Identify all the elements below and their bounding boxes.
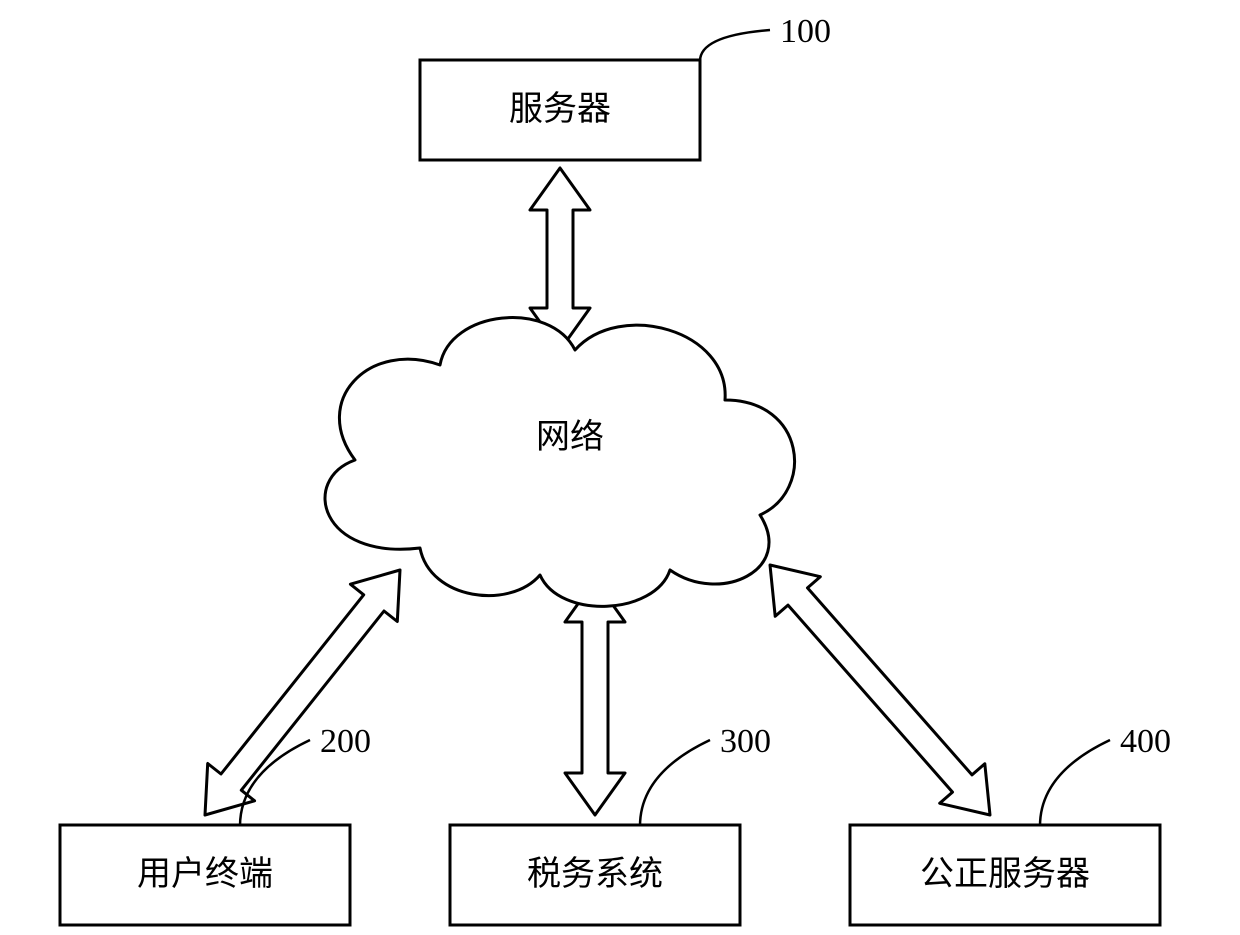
diagram-canvas: 网络 服务器 100 用户终端 200 税务系统 300 公正服务器 400: [0, 0, 1240, 935]
fair_server-leader: [1040, 740, 1110, 826]
tax_system-ref: 300: [720, 723, 771, 760]
user_terminal-label: 用户终端: [137, 855, 273, 893]
server-label: 服务器: [509, 90, 611, 128]
cloud-label: 网络: [536, 418, 604, 456]
fair_server-ref: 400: [1120, 723, 1171, 760]
edge-tax_system-cloud: [565, 580, 625, 815]
tax_system-label: 税务系统: [527, 855, 663, 893]
edge-fair_server-cloud: [770, 565, 990, 815]
edge-user_terminal-cloud: [205, 570, 400, 815]
user_terminal-ref: 200: [320, 723, 371, 760]
fair_server-label: 公正服务器: [920, 855, 1090, 893]
tax_system-leader: [640, 740, 710, 826]
server-leader: [700, 30, 770, 61]
cloud-node: [325, 318, 795, 607]
server-ref: 100: [780, 13, 831, 50]
